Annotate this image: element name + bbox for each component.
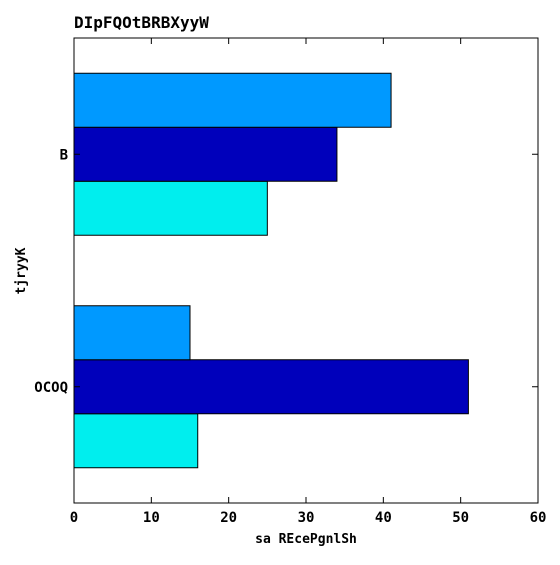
x-tick-label: 40 [375, 510, 392, 526]
x-tick-label: 10 [143, 510, 160, 526]
x-tick-label: 20 [220, 510, 237, 526]
x-tick-label: 50 [452, 510, 469, 526]
x-tick-label: 0 [70, 510, 78, 526]
y-tick-label: OCOQ [34, 380, 68, 396]
bar-b-series-1 [73, 180, 268, 236]
bar-b-series-2 [73, 126, 338, 182]
bar-ocoq-series-2 [73, 359, 469, 415]
x-tick-label: 60 [530, 510, 547, 526]
x-axis-label: sa REcePgnlSh [255, 532, 357, 547]
bar-ocoq-series-1 [73, 413, 199, 469]
y-tick-label: B [60, 147, 68, 163]
y-axis-ticks: OCOQ B [34, 147, 538, 396]
chart-title: DIpFQOtBRBXyyW [74, 13, 209, 32]
bar-b-series-3 [73, 72, 392, 128]
y-axis-label: tjryyK [14, 247, 29, 294]
plot-area [73, 72, 469, 469]
x-axis-ticks: 0 10 20 30 40 50 60 [70, 38, 547, 526]
x-tick-label: 30 [298, 510, 315, 526]
bar-ocoq-series-3 [73, 305, 191, 361]
